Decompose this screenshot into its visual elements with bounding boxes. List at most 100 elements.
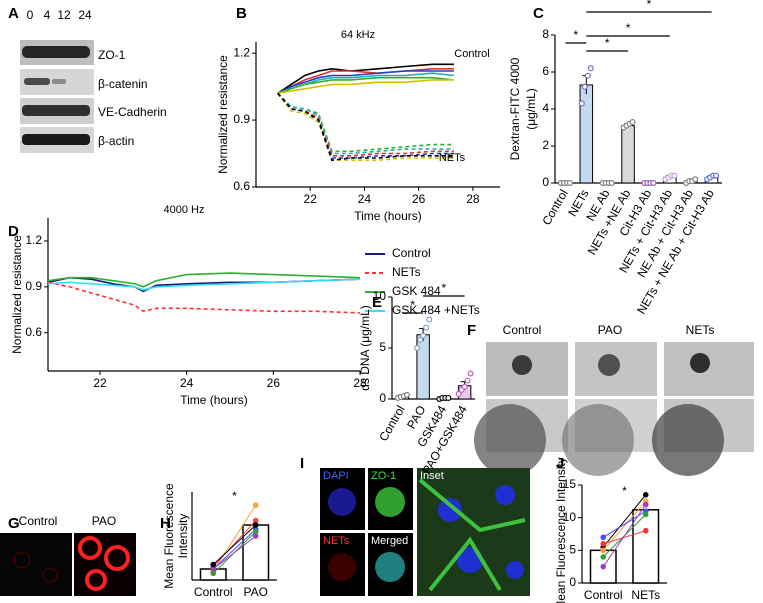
pair-line — [212, 520, 257, 568]
x-tick-label: 26 — [412, 192, 426, 206]
y-axis-label: ds DNA (μg/mL) — [358, 305, 372, 391]
pair-line — [212, 504, 257, 572]
data-point — [210, 570, 217, 577]
y-axis-label: Normalized resistance — [10, 235, 24, 354]
lane-label: 4 — [44, 8, 51, 22]
y-tick-label: 5 — [379, 340, 386, 354]
data-point — [578, 100, 585, 107]
blot-band — [52, 79, 66, 84]
y-tick-label: 0.6 — [233, 179, 250, 193]
data-point — [455, 390, 462, 397]
spheroid-zoom — [562, 404, 634, 476]
data-point — [423, 324, 430, 331]
chart-title: 64 kHz — [341, 29, 375, 41]
stain — [375, 487, 405, 517]
panel-letter: D — [8, 223, 19, 240]
image-label: PAO — [92, 514, 116, 528]
x-tick-label: Control — [584, 588, 623, 602]
significance-label: * — [622, 484, 627, 498]
spheroid-zoom — [652, 404, 724, 476]
data-point — [210, 561, 217, 568]
data-point — [252, 528, 259, 535]
blot-label: ZO-1 — [98, 48, 126, 62]
data-point — [464, 377, 471, 384]
data-point — [642, 511, 649, 518]
bar — [621, 125, 635, 184]
data-point — [252, 522, 259, 528]
data-point — [642, 492, 649, 498]
blot-label: β-actin — [98, 134, 134, 148]
data-point — [426, 316, 433, 323]
panel-letter: I — [300, 455, 304, 472]
data-point — [566, 180, 573, 187]
blot-band — [22, 105, 90, 116]
cell — [78, 536, 102, 560]
blot-label: β-catenin — [98, 77, 148, 91]
channel-label: ZO-1 — [371, 470, 396, 482]
pair-line — [602, 494, 647, 548]
panel-letter: C — [533, 5, 544, 22]
y-tick-label: 0.9 — [233, 112, 250, 126]
legend-label: GSK 484 +NETs — [392, 303, 480, 317]
y-tick-label: 6 — [542, 64, 549, 78]
x-tick-label: 26 — [267, 376, 281, 390]
significance-label: * — [410, 298, 415, 312]
y-tick-label: 10 — [563, 510, 577, 524]
pair-line — [602, 504, 647, 567]
data-point — [581, 83, 588, 90]
y-tick-label: 0 — [542, 175, 549, 189]
spheroid — [598, 354, 620, 376]
data-point — [252, 517, 259, 524]
y-axis-label: Mean Fluorescence — [162, 483, 176, 589]
nucleus — [495, 485, 515, 505]
significance-label: * — [442, 281, 447, 295]
bar — [416, 334, 430, 400]
panel-letter: G — [8, 515, 20, 532]
x-tick-label: PAO — [244, 585, 268, 599]
data-point — [629, 118, 636, 125]
series-line — [277, 79, 454, 95]
x-tick-label: 24 — [180, 376, 194, 390]
nucleus — [506, 561, 524, 579]
y-tick-label: 15 — [563, 477, 577, 491]
data-point — [420, 332, 427, 339]
significance-label: * — [605, 36, 610, 50]
data-point — [403, 391, 410, 398]
data-point — [600, 547, 607, 554]
data-point — [252, 533, 259, 539]
spheroid-zoom — [474, 404, 546, 476]
lane-label: 24 — [78, 8, 92, 22]
pair-line — [212, 535, 257, 570]
y-tick-label: 5 — [569, 543, 576, 557]
annotation: NETs — [439, 152, 466, 164]
y-axis-label: Normalized resistance — [216, 55, 230, 174]
nucleus — [438, 498, 462, 522]
x-axis-label: Time (hours) — [354, 209, 422, 223]
series-line — [277, 76, 454, 95]
pair-line — [212, 529, 257, 570]
spheroid — [690, 353, 710, 373]
channel-label: Inset — [420, 470, 444, 482]
stain — [375, 552, 405, 582]
x-tick-label: 28 — [353, 376, 367, 390]
x-tick-label: 24 — [358, 192, 372, 206]
data-point — [642, 527, 649, 534]
series-line — [277, 92, 454, 161]
x-tick-label: Control — [376, 403, 407, 444]
series-line — [47, 278, 361, 291]
legend-label: GSK 484 — [392, 284, 441, 298]
panel-letter: H — [160, 515, 171, 532]
data-point — [671, 172, 678, 179]
y-tick-label: 10 — [373, 289, 387, 303]
blot-band — [22, 134, 90, 145]
blot-band — [24, 78, 50, 85]
image-label: NETs — [686, 323, 715, 337]
y-tick-label: 1.2 — [25, 233, 42, 247]
x-axis-label: Time (hours) — [180, 393, 248, 407]
data-point — [600, 534, 607, 541]
y-tick-label: 0 — [569, 575, 576, 589]
panel-letter: A — [8, 5, 19, 22]
significance-label: * — [647, 0, 652, 11]
series-line — [277, 92, 454, 153]
significance-label: * — [232, 489, 237, 503]
